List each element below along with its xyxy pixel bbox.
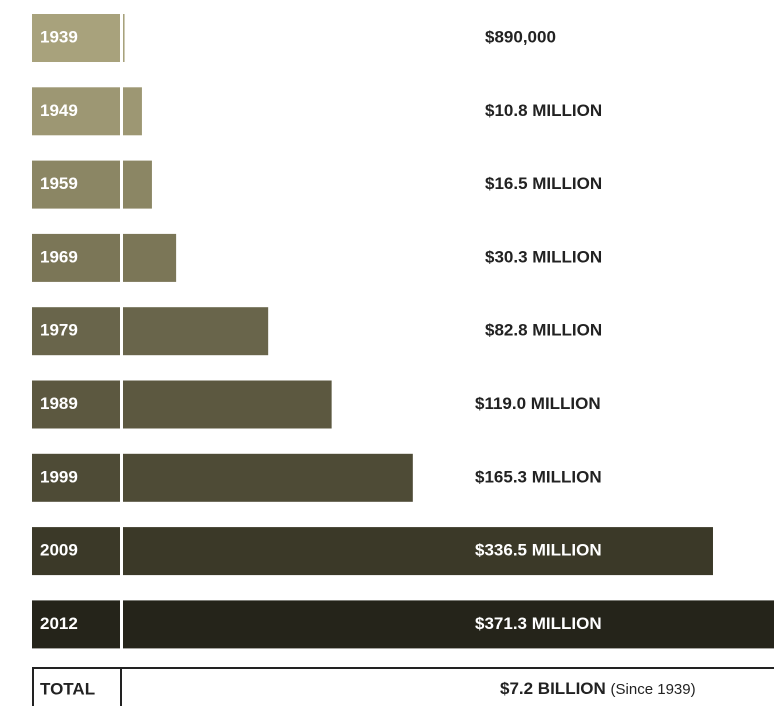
category-box: [32, 160, 120, 209]
category-label: 1979: [40, 321, 78, 340]
category-label: 2012: [40, 614, 78, 633]
category-label: 1939: [40, 27, 78, 46]
value-label: $165.3 MILLION: [475, 467, 602, 486]
category-box: [32, 14, 120, 62]
category-box: [32, 527, 120, 576]
total-note: (Since 1939): [611, 681, 696, 698]
category-label: 2009: [40, 541, 78, 560]
category-box: [32, 453, 120, 502]
category-label: 1959: [40, 174, 78, 193]
bar: [123, 307, 269, 356]
bar: [123, 600, 774, 649]
category-box: [32, 380, 120, 429]
total-row: TOTAL $7.2 BILLION (Since 1939): [32, 667, 774, 706]
category-label: 1999: [40, 467, 78, 486]
category-label: 1949: [40, 101, 78, 120]
value-label: $890,000: [485, 27, 556, 46]
category-box: [32, 307, 120, 356]
bar: [123, 14, 125, 62]
value-label: $119.0 MILLION: [475, 394, 601, 413]
category-label: 1969: [40, 247, 78, 266]
total-value: $7.2 BILLION (Since 1939): [500, 679, 696, 698]
category-box: [32, 600, 120, 649]
bar: [123, 160, 152, 209]
category-box: [32, 87, 120, 136]
bar: [123, 453, 413, 502]
value-label: $336.5 MILLION: [475, 541, 602, 560]
value-label: $82.8 MILLION: [485, 321, 602, 340]
bar: [123, 380, 332, 429]
total-value-label: $7.2 BILLION: [500, 679, 606, 698]
bar: [123, 233, 177, 282]
value-label: $30.3 MILLION: [485, 247, 602, 266]
category-box: [32, 233, 120, 282]
bar: [123, 87, 142, 136]
category-label: 1989: [40, 394, 78, 413]
value-label: $16.5 MILLION: [485, 174, 602, 193]
value-label: $371.3 MILLION: [475, 614, 602, 633]
value-label: $10.8 MILLION: [485, 101, 602, 120]
bar: [123, 527, 713, 576]
total-label: TOTAL: [40, 679, 95, 698]
